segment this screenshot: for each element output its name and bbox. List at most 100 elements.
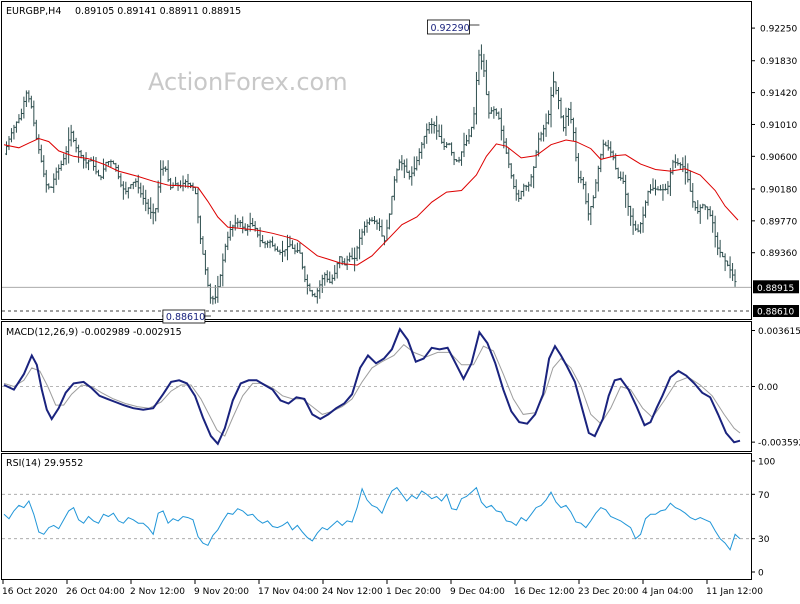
price-bar — [353, 247, 357, 272]
price-bar — [385, 219, 389, 242]
price-bar — [52, 173, 56, 193]
price-bar — [273, 243, 277, 252]
price-bar — [691, 183, 695, 208]
macd-tick-label: -0.003592 — [758, 439, 800, 449]
x-tick-label: 4 Jan 04:00 — [642, 587, 694, 597]
annotation-label: 0.92290 — [430, 23, 469, 34]
price-bar — [325, 270, 329, 283]
price-bar — [437, 124, 441, 138]
price-bar — [226, 231, 230, 251]
price-bar — [328, 271, 332, 284]
price-bar — [124, 181, 128, 195]
price-bar — [576, 153, 580, 183]
price-bar — [37, 134, 41, 154]
price-bar — [606, 139, 610, 151]
macd-line — [3, 327, 741, 446]
price-bar — [469, 126, 473, 138]
macd-signal-line — [3, 344, 741, 437]
price-bar — [460, 151, 464, 166]
price-bar — [211, 295, 215, 305]
price-bar — [557, 87, 561, 110]
price-bar — [99, 175, 103, 181]
price-bar — [285, 234, 289, 261]
price-bar — [69, 124, 73, 147]
price-bar — [666, 181, 670, 195]
price-bar — [524, 184, 528, 191]
price-tick-label: 0.91010 — [760, 121, 797, 131]
price-bar — [452, 151, 456, 166]
price-bar — [569, 101, 573, 124]
price-bar — [397, 159, 401, 171]
price-tick-label: 0.90180 — [760, 185, 797, 195]
price-bar — [176, 182, 180, 191]
price-bar — [27, 90, 31, 103]
price-bar — [149, 197, 153, 219]
price-bar — [82, 154, 86, 169]
price-bar — [609, 141, 613, 158]
watermark: ActionForex.com — [148, 68, 348, 96]
price-bar — [519, 190, 523, 200]
price-bar — [532, 166, 536, 189]
price-bar — [151, 203, 155, 225]
price-bar — [601, 139, 605, 159]
price-bar — [96, 169, 100, 177]
price-bar — [450, 142, 454, 156]
price-bar — [561, 115, 565, 132]
price-bar — [248, 212, 252, 232]
price-bar — [348, 252, 352, 262]
price-tick-label: 0.89770 — [760, 217, 797, 227]
price-bar — [203, 250, 207, 275]
price-bar — [57, 164, 61, 180]
price-bar — [14, 121, 18, 133]
price-bar — [310, 289, 314, 297]
price-bar — [514, 179, 518, 201]
x-tick-label: 23 Dec 20:00 — [578, 587, 639, 597]
price-bar — [206, 267, 210, 287]
price-bar — [619, 171, 623, 181]
price-bar — [305, 274, 309, 295]
price-bar — [733, 269, 737, 287]
price-bar — [417, 148, 421, 166]
price-bar — [661, 184, 665, 201]
price-bar — [644, 200, 648, 218]
price-bar — [494, 108, 498, 116]
price-bar — [84, 152, 88, 169]
high-annotation: 0.92290 — [427, 19, 480, 35]
price-bar — [121, 181, 125, 200]
price-bar — [266, 240, 270, 248]
macd-layer — [2, 327, 751, 446]
price-bar — [435, 115, 439, 140]
price-bar — [716, 232, 720, 256]
price-bar — [668, 167, 672, 196]
price-bar — [283, 249, 287, 257]
price-bar — [509, 163, 513, 179]
price-bar — [47, 183, 51, 190]
price-bar — [728, 256, 732, 279]
price-bar — [479, 44, 483, 70]
x-tick-label: 16 Oct 2020 — [2, 587, 58, 597]
price-bar — [703, 204, 707, 211]
price-bar — [74, 137, 78, 153]
price-bar — [499, 108, 503, 141]
price-bar — [440, 124, 444, 144]
moving-average-line — [3, 137, 739, 266]
price-bar — [547, 110, 551, 125]
price-bar — [179, 180, 183, 189]
price-bar — [412, 156, 416, 177]
price-bar — [67, 127, 71, 164]
price-bar — [19, 108, 23, 121]
price-bar — [320, 274, 324, 293]
price-bar — [626, 192, 630, 216]
price-tick-label: 0.90600 — [760, 153, 797, 163]
price-bar — [571, 117, 575, 141]
level-price-label: 0.88610 — [757, 308, 794, 318]
price-bar — [517, 189, 521, 202]
price-bar — [402, 159, 406, 179]
price-bar — [549, 86, 553, 128]
current-price-box — [753, 280, 799, 294]
price-bar — [22, 96, 26, 119]
price-bar — [649, 184, 653, 194]
rsi-panel-frame — [1, 453, 752, 580]
price-bar — [241, 216, 245, 234]
